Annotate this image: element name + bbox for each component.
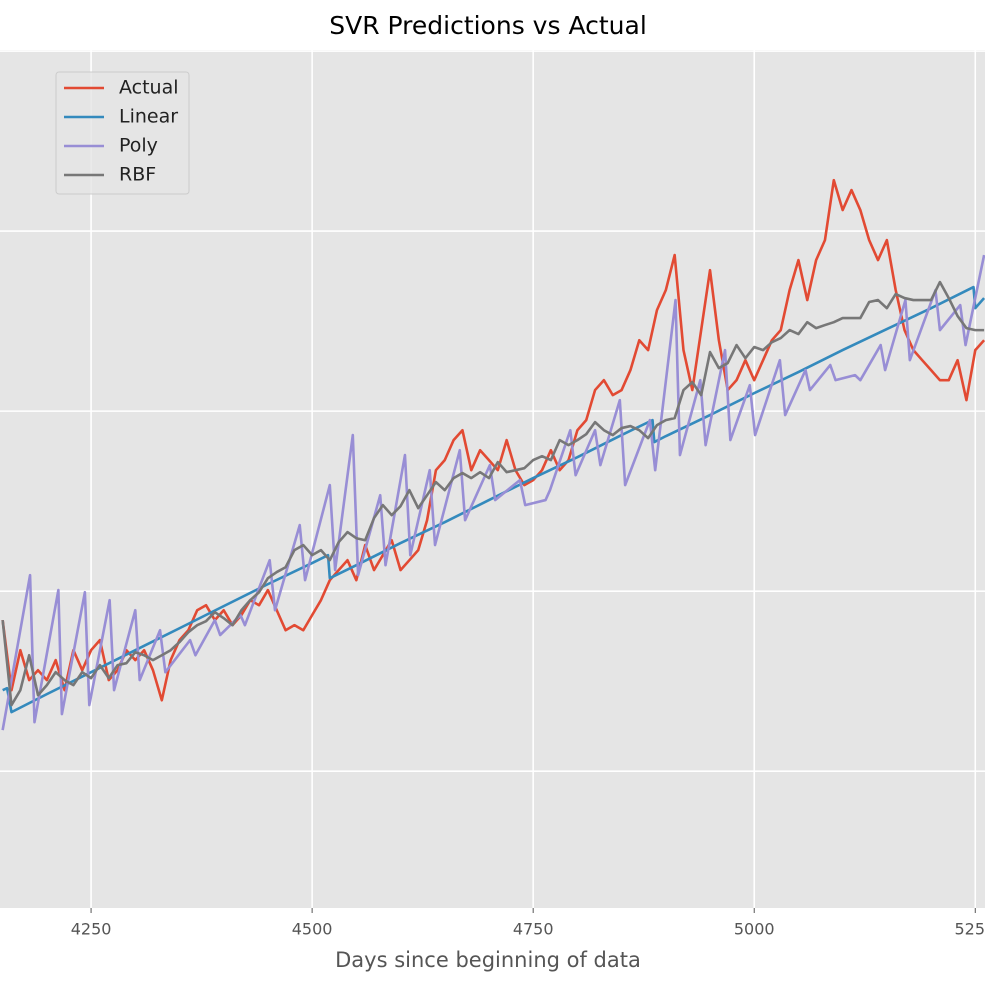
x-axis-label: Days since beginning of data: [335, 948, 641, 972]
series-line: [2, 285, 985, 714]
x-tick-label: 4500: [292, 920, 333, 939]
chart-title: SVR Predictions vs Actual: [329, 11, 647, 40]
ticks: 4250 4500 4750 5000 525: [71, 908, 985, 939]
legend-label: Linear: [119, 106, 178, 128]
series-line: [1, 254, 985, 731]
legend-label: RBF: [119, 164, 156, 186]
legend-label: Actual: [119, 77, 179, 99]
x-tick-label: 4750: [513, 920, 554, 939]
series-line: [1, 178, 985, 702]
grid: [0, 50, 985, 908]
series-line: [1, 280, 985, 707]
x-tick-label: 525: [954, 920, 985, 939]
legend-label: Poly: [119, 135, 158, 157]
x-tick-label: 4250: [71, 920, 112, 939]
lines: [1, 178, 985, 731]
legend: Actual Linear Poly RBF: [55, 71, 190, 195]
x-tick-label: 5000: [734, 920, 775, 939]
legend-box: [55, 71, 190, 195]
